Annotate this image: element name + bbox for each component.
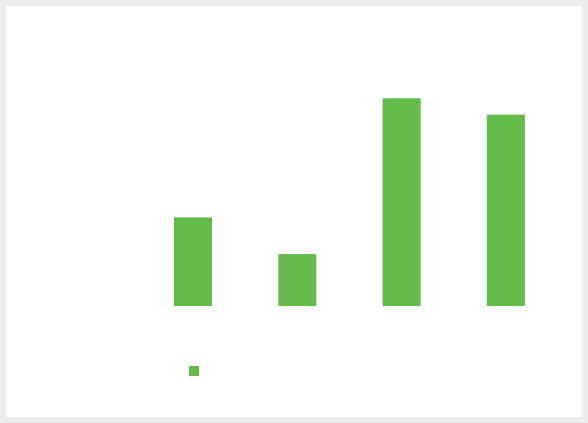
- legend-swatch-series-1: [189, 366, 199, 376]
- bar-1: [174, 217, 212, 306]
- chart-panel: [6, 6, 582, 417]
- legend: [189, 366, 199, 376]
- bar-4: [486, 114, 525, 306]
- bars-layer: [174, 98, 525, 306]
- bar-2: [278, 254, 317, 306]
- bar-3: [382, 98, 421, 306]
